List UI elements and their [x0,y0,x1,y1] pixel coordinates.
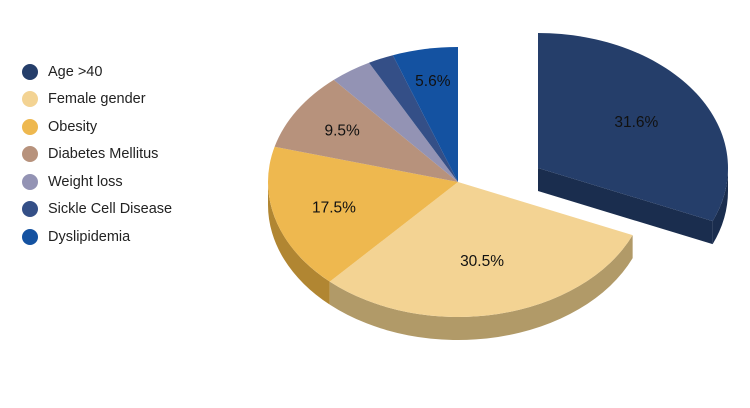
legend-swatch [22,146,38,163]
legend-label: Dyslipidemia [48,228,131,245]
data-label-age-40: 31.6% [614,114,658,131]
data-label-diabetes-mellitus: 9.5% [325,122,361,139]
legend-item-age-40: Age >40 [22,58,222,86]
pie-side-wall-age-40 [538,168,713,245]
pie-slice-female-gender [329,182,633,317]
legend-item-dyslipidemia: Dyslipidemia [22,223,222,251]
legend-item-diabetes-mellitus: Diabetes Mellitus [22,141,222,169]
pie-slice-dyslipidemia [392,47,458,182]
legend-swatch [22,201,38,218]
pie-sides [268,168,728,340]
pie-slice-sickle-cell-disease [368,55,458,182]
legend-swatch [22,228,38,245]
legend-label: Age >40 [48,63,103,80]
pie-slice-diabetes-mellitus [274,79,458,182]
legend-label: Female gender [48,91,146,108]
legend-label: Weight loss [48,173,123,190]
data-label-dyslipidemia: 5.6% [415,73,451,90]
legend-item-weight-loss: Weight loss [22,168,222,196]
legend-label: Obesity [48,118,98,135]
pie-slice-weight-loss [333,62,458,182]
legend-swatch [22,118,38,135]
legend-swatch [22,63,38,80]
chart-legend: Age >40 Female gender Obesity Diabetes Mell… [22,58,222,251]
pie-labels: 31.6% 30.5% 17.5% 9.5% 5.6% [312,73,659,270]
data-label-female-gender: 30.5% [460,253,504,270]
legend-swatch [22,91,38,108]
legend-label: Sickle Cell Disease [48,201,173,218]
pie-side-obesity [268,182,330,305]
pie-side-female-gender [329,235,633,340]
legend-label: Diabetes Mellitus [48,146,159,163]
legend-swatch [22,173,38,190]
legend-item-sickle-cell-disease: Sickle Cell Disease [22,196,222,224]
legend-item-female-gender: Female gender [22,86,222,114]
pie-side-age-40 [712,168,728,245]
pie-slice-age-40 [538,33,728,222]
data-label-obesity: 17.5% [312,200,356,217]
pie-slice-obesity [267,146,458,282]
pie-slices [267,33,728,317]
legend-item-obesity: Obesity [22,113,222,141]
